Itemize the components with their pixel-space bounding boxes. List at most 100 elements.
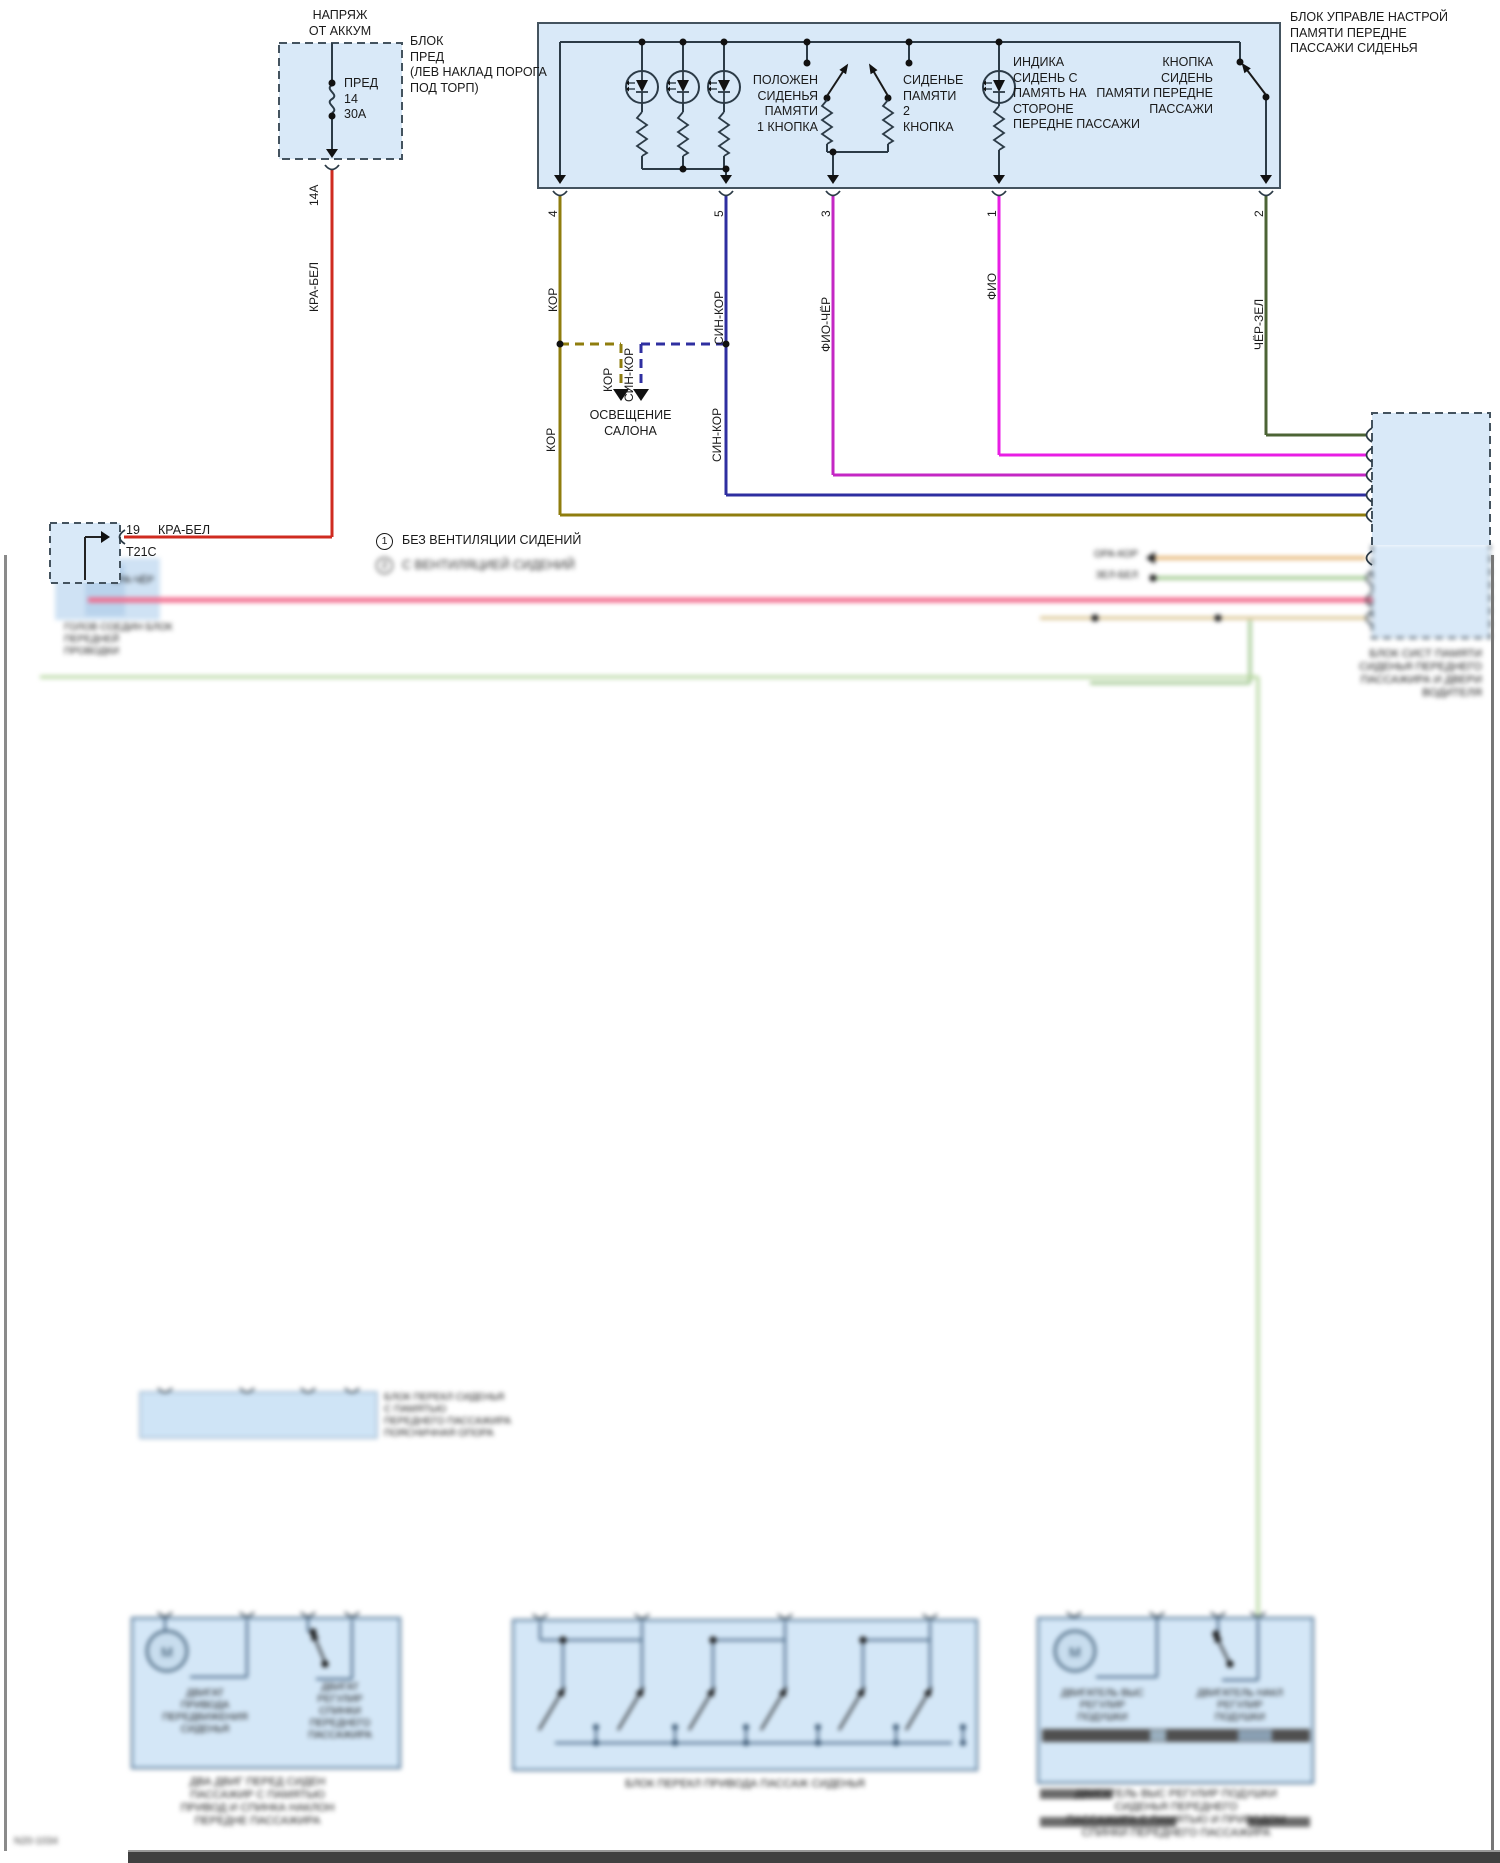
- battery-voltage-title: НАПРЯЖ ОТ АККУМ: [308, 8, 372, 38]
- switch-arm: [838, 1689, 864, 1731]
- memory-switch-strip: [139, 1391, 378, 1439]
- arrowhead: [1260, 175, 1272, 184]
- polygon-element: [708, 80, 711, 86]
- band-slit: [1150, 1730, 1166, 1741]
- arrowhead: [633, 389, 649, 401]
- polygon-element: [667, 86, 670, 92]
- pin5-number: 5: [712, 210, 726, 217]
- fuse-squiggle: [328, 84, 336, 114]
- pin4-wire-label: КОР: [546, 287, 560, 312]
- left-box-label-1: ДВИГАТ ПРИВОДА ПЕРЕДВИЖЕНИЯ СИДЕНЬЯ: [162, 1688, 248, 1735]
- junction-dot: [1214, 614, 1222, 622]
- polygon-element: [677, 80, 689, 92]
- resistor: [676, 111, 690, 157]
- switch-arm: [760, 1689, 786, 1731]
- pin2-number: 2: [1252, 210, 1266, 217]
- polygon-element: [993, 80, 1005, 92]
- switch-arm-tip: [1241, 62, 1251, 74]
- pin-socket: [239, 1387, 255, 1394]
- pin-socket: [1365, 592, 1373, 608]
- pin-socket: [344, 1387, 360, 1394]
- middle-box-caption: БЛОК ПЕРЕКЛ ПРИВОДА ПАССАЖ СИДЕНЬЯ: [625, 1778, 865, 1790]
- arrowhead: [1146, 552, 1155, 564]
- contact-dot: [593, 1724, 599, 1730]
- pin-socket: [157, 1387, 173, 1394]
- switch-arm-tip: [868, 63, 878, 75]
- switch-arm-tip: [778, 1686, 788, 1698]
- arrowhead: [720, 175, 732, 184]
- pin-socket: [1250, 1611, 1266, 1618]
- arrowhead: [554, 175, 566, 184]
- junction-dot: [995, 38, 1003, 46]
- pin4-number: 4: [546, 210, 560, 217]
- fuse-box: [278, 42, 403, 160]
- junction-dot: [803, 38, 811, 46]
- connector-caption: БЛОК СИСТ ПАМЯТИ СИДЕНЬЯ ПЕРЕДНЕГО ПАССА…: [1359, 648, 1482, 699]
- pin-socket: [552, 190, 568, 197]
- led-indicator: [982, 70, 1016, 104]
- t21c-pin-number: 19: [126, 523, 140, 537]
- switch-arm: [688, 1689, 714, 1731]
- resistor: [992, 105, 1006, 151]
- switch-arm: [905, 1689, 931, 1731]
- switch-arm-tip: [311, 1630, 320, 1642]
- connector-lower-border: [1371, 545, 1491, 639]
- pin-socket: [825, 190, 841, 197]
- caption-smudge: [1040, 1817, 1176, 1827]
- pin-socket: [1365, 570, 1373, 586]
- pin-socket: [1365, 447, 1373, 463]
- left-box-caption: ДВА ДВИГ ПЕРЕД СИДЕН ПАССАЖИР С ПАМЯТЬЮ …: [180, 1776, 335, 1827]
- junction-dot: [859, 1636, 867, 1644]
- page-right-border: [1491, 555, 1494, 1851]
- arrowhead: [827, 175, 839, 184]
- t21c-wire-label: КРА-БЕЛ: [158, 523, 211, 537]
- junction-dot: [905, 38, 913, 46]
- polygon-element: [626, 80, 629, 86]
- pin-socket: [1365, 610, 1373, 626]
- arrowhead: [326, 149, 338, 158]
- junction-dot: [884, 94, 892, 102]
- polygon-element: [636, 80, 648, 92]
- resistor: [635, 111, 649, 157]
- junction-dot: [722, 340, 730, 348]
- note2-circle: 2: [376, 557, 393, 574]
- junction-dot: [722, 165, 730, 173]
- left-box-label-2: ДВИГАТ РЕГУЛИР СПИНКИ ПЕРЕДНЕГО ПАССАЖИР…: [308, 1682, 372, 1741]
- pin-socket: [118, 529, 126, 545]
- pin-socket: [1066, 1611, 1082, 1618]
- fuse-block-label: БЛОК ПРЕД (ЛЕВ НАКЛАД ПОРОГА ПОД ТОРП): [410, 34, 547, 95]
- page-bottom-bar: [128, 1850, 1500, 1863]
- caption-smudge: [1040, 1789, 1112, 1799]
- pin-socket: [1365, 467, 1373, 483]
- polygon-element: [983, 80, 986, 86]
- junction-dot: [679, 165, 687, 173]
- svg-text:М: М: [161, 1644, 173, 1660]
- junction-dot: [321, 1660, 329, 1668]
- pin3-wire-label: ФИО-ЧЁР: [819, 296, 833, 352]
- junction-dot: [328, 79, 336, 87]
- pin-socket: [157, 1611, 173, 1618]
- switch-arm-tip: [1214, 1632, 1223, 1644]
- pin-socket: [777, 1613, 793, 1620]
- junction-dot: [559, 1636, 567, 1644]
- junction-dot: [1262, 93, 1270, 101]
- strip-caption: БЛОК ПЕРЕКЛ СИДЕНЬЯ С ПАМЯТЬЮ ПЕРЕДНЕГО …: [384, 1392, 511, 1439]
- led-indicator: [707, 70, 741, 104]
- bus-dot: [815, 1740, 821, 1746]
- contact-dot: [815, 1724, 821, 1730]
- middle-switch-box: [511, 1618, 979, 1772]
- pin-socket: [532, 1613, 548, 1620]
- switch-arm-tip: [635, 1686, 645, 1698]
- bus-dot: [593, 1740, 599, 1746]
- left-motor-box: [130, 1616, 402, 1770]
- pin-socket: [1365, 507, 1373, 523]
- bus-dot: [960, 1740, 966, 1746]
- switch-arm-tip: [923, 1686, 933, 1698]
- contact-dot: [672, 1724, 678, 1730]
- pin-socket: [991, 190, 1007, 197]
- junction-dot: [1236, 58, 1244, 66]
- control-block-title: БЛОК УПРАВЛЕ НАСТРОЙ ПАМЯТИ ПЕРЕДНЕ ПАСС…: [1290, 10, 1448, 55]
- connector-t32o-fill: [1372, 413, 1490, 545]
- contact-dot: [893, 1724, 899, 1730]
